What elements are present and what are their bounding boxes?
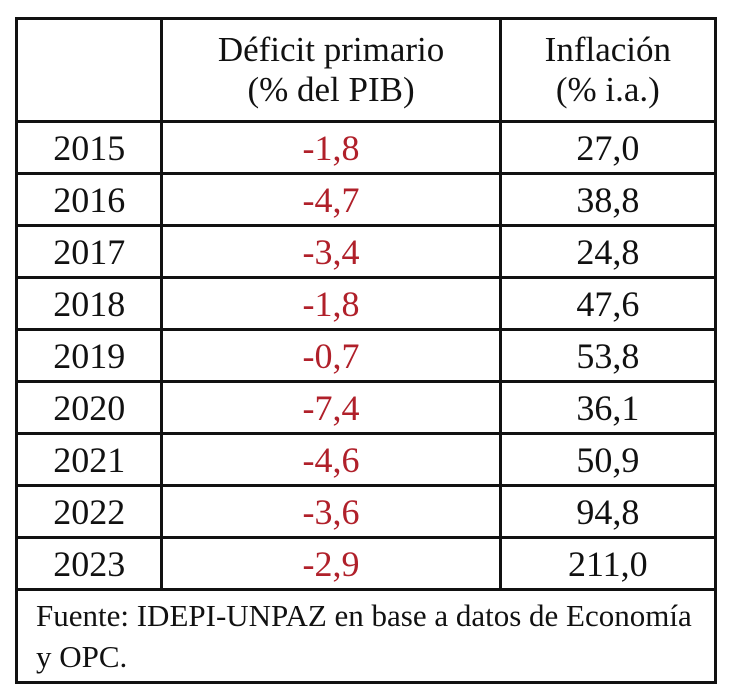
- deficit-cell: -2,9: [160, 536, 502, 591]
- header-deficit: Déficit primario (% del PIB): [160, 17, 502, 123]
- year-cell: 2018: [14, 276, 164, 331]
- deficit-cell: -4,7: [160, 172, 502, 227]
- table-row: 2021 -4,6 50,9: [14, 432, 718, 487]
- deficit-cell: -3,6: [160, 484, 502, 539]
- inflacion-cell: 50,9: [498, 432, 718, 487]
- table-row: 2018 -1,8 47,6: [14, 276, 718, 331]
- year-cell: 2023: [14, 536, 164, 591]
- inflacion-cell: 53,8: [498, 328, 718, 383]
- header-inflacion: Inflación (% i.a.): [498, 17, 718, 123]
- inflacion-cell: 27,0: [498, 120, 718, 175]
- deficit-cell: -3,4: [160, 224, 502, 279]
- inflacion-cell: 36,1: [498, 380, 718, 435]
- deficit-cell: -0,7: [160, 328, 502, 383]
- deficit-cell: -7,4: [160, 380, 502, 435]
- table-row: 2016 -4,7 38,8: [14, 172, 718, 227]
- year-cell: 2021: [14, 432, 164, 487]
- year-cell: 2020: [14, 380, 164, 435]
- header-deficit-line1: Déficit primario: [217, 30, 445, 69]
- table-row: 2022 -3,6 94,8: [14, 484, 718, 539]
- year-cell: 2022: [14, 484, 164, 539]
- inflacion-cell: 94,8: [498, 484, 718, 539]
- inflacion-cell: 47,6: [498, 276, 718, 331]
- header-deficit-line2: (% del PIB): [247, 70, 415, 109]
- deficit-cell: -1,8: [160, 276, 502, 331]
- inflacion-cell: 24,8: [498, 224, 718, 279]
- source-row: Fuente: IDEPI-UNPAZ en base a datos de E…: [15, 588, 717, 684]
- deficit-cell: -1,8: [160, 120, 502, 175]
- header-row: Déficit primario (% del PIB) Inflación (…: [14, 17, 718, 123]
- year-cell: 2015: [14, 120, 164, 175]
- table-row: 2019 -0,7 53,8: [14, 328, 718, 383]
- deficit-inflation-table: Déficit primario (% del PIB) Inflación (…: [14, 17, 718, 684]
- table-row: 2020 -7,4 36,1: [14, 380, 718, 435]
- year-cell: 2016: [14, 172, 164, 227]
- inflacion-cell: 38,8: [498, 172, 718, 227]
- year-cell: 2017: [14, 224, 164, 279]
- table-row: 2023 -2,9 211,0: [14, 536, 718, 591]
- deficit-cell: -4,6: [160, 432, 502, 487]
- year-cell: 2019: [14, 328, 164, 383]
- table-row: 2015 -1,8 27,0: [14, 120, 718, 175]
- table-row: 2017 -3,4 24,8: [14, 224, 718, 279]
- inflacion-cell: 211,0: [498, 536, 718, 591]
- header-empty-cell: [14, 17, 164, 123]
- header-inflacion-line2: (% i.a.): [555, 70, 660, 109]
- header-inflacion-line1: Inflación: [544, 30, 671, 69]
- source-note: Fuente: IDEPI-UNPAZ en base a datos de E…: [15, 588, 717, 684]
